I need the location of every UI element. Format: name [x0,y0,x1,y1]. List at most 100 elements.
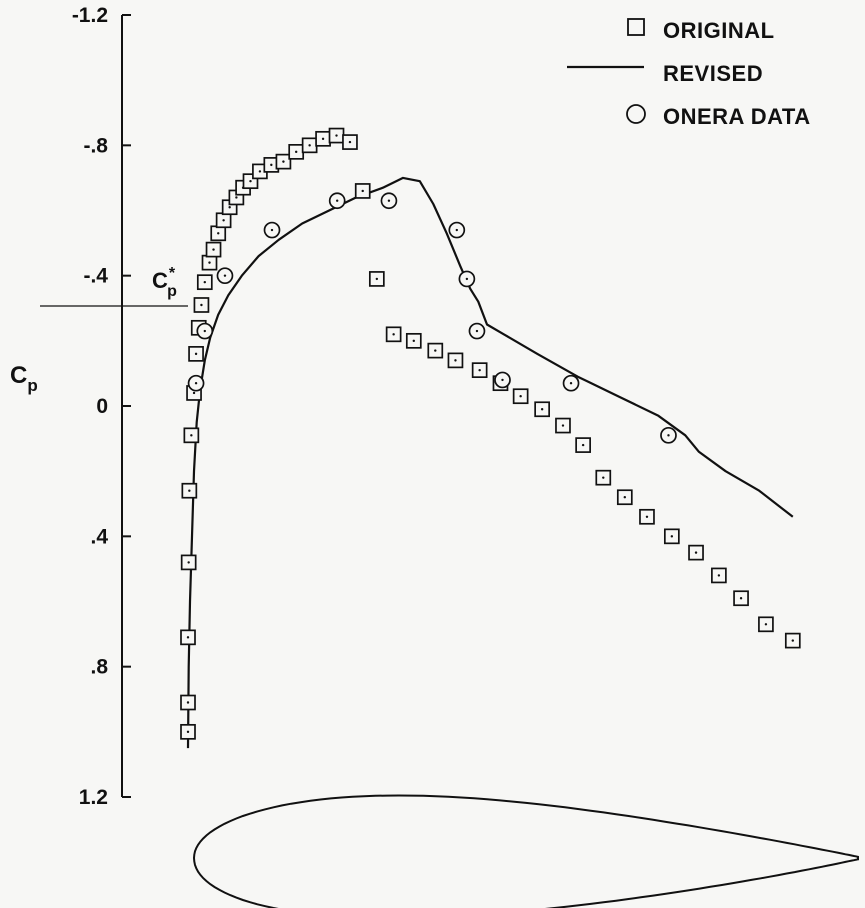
original-point [534,401,550,418]
legend-item-onera: ONERA DATA [626,104,811,129]
original-marker-dot [192,391,196,395]
original-point [688,544,704,561]
y-tick-group: -1.2 -.8 -.4 0 .4 .8 1.2 [72,4,131,809]
legend-item-original: ORIGINAL [627,18,774,43]
y-tick-label-5: .8 [90,656,108,679]
original-point [315,130,331,147]
original-point [183,427,200,444]
original-marker-dot [623,496,626,499]
y-tick-label-0: -1.2 [72,4,108,27]
original-point [180,723,196,740]
original-point [784,632,801,649]
original-marker-dot [200,303,203,307]
original-marker-dot [581,443,585,447]
onera-marker-dot [335,199,339,202]
original-marker-dot [194,352,198,356]
y-tick-label-4: .4 [90,525,108,548]
original-point [595,469,612,486]
original-marker-dot [258,170,262,173]
original-marker-dot [228,206,231,209]
original-marker-dot [645,515,649,518]
legend-marker-circle [626,104,646,124]
original-marker-dot [282,160,285,163]
onera-point [494,371,511,389]
original-marker-dot [764,623,768,626]
original-point [663,528,680,545]
legend-item-revised: REVISED [567,61,763,86]
original-marker-dot [186,730,190,734]
original-point [288,144,305,160]
original-marker-dot [186,701,190,704]
airfoil-section [192,794,859,908]
original-point [180,629,196,646]
onera-point [216,267,234,285]
y-axis: -1.2 -.8 -.4 0 .4 .8 1.2 [72,4,131,809]
original-point [188,346,204,362]
cp-star-sub: p [167,283,177,300]
onera-marker-dot [203,329,206,333]
original-marker-dot [186,636,190,639]
onera-marker-dot [501,378,504,382]
onera-point [196,322,214,340]
onera-point [448,221,466,239]
original-marker-dot [335,134,338,137]
y-tick-label-2: -.4 [83,265,108,288]
original-marker-dot [321,137,325,141]
original-marker-dot [717,574,721,577]
original-point [405,332,422,349]
original-point [275,153,292,170]
onera-point [380,192,398,210]
plot-area [180,127,801,749]
original-point [711,567,727,584]
onera-point [187,374,205,392]
original-point [181,482,198,499]
original-point [512,388,529,405]
original-marker-dot [602,476,605,479]
onera-point [263,221,281,239]
original-marker-dot [519,395,522,398]
original-point [639,508,655,525]
airfoil-outline [192,794,859,908]
original-marker-dot [694,551,698,554]
onera-point [328,192,346,210]
cp-star-sup: * [169,265,176,282]
revised-series-line [186,176,794,749]
onera-marker-dot [455,228,458,232]
original-marker-dot [294,150,298,154]
original-marker-dot [739,597,743,600]
onera-point [468,322,486,340]
original-marker-dot [203,280,206,284]
onera-marker-dot [475,329,479,333]
original-marker-dot [235,196,238,199]
original-point [758,616,774,633]
y-axis-title: Cp [10,362,38,395]
original-marker-dot [791,639,794,642]
y-tick-label-6: 1.2 [79,786,108,809]
original-point [471,362,488,379]
original-point [354,183,371,199]
original-marker-dot [670,535,674,538]
original-marker-dot [188,489,191,492]
onera-marker-dot [569,381,573,385]
legend-label-onera: ONERA DATA [663,104,811,129]
original-marker-dot [478,368,481,372]
onera-point [562,374,580,392]
original-point [342,134,358,150]
original-series-points [180,127,801,740]
original-marker-dot [454,359,457,362]
original-point [733,590,749,607]
original-marker-dot [208,261,211,264]
original-point [575,437,591,453]
original-marker-dot [190,434,193,437]
original-marker-dot [540,408,544,411]
onera-marker-dot [387,199,391,202]
onera-point [660,426,677,444]
y-tick-label-3: 0 [96,395,108,418]
original-marker-dot [217,232,220,235]
original-marker-dot [348,140,352,144]
original-marker-dot [187,561,190,564]
original-point [328,127,345,144]
onera-marker-dot [194,381,198,385]
original-marker-dot [270,163,273,167]
